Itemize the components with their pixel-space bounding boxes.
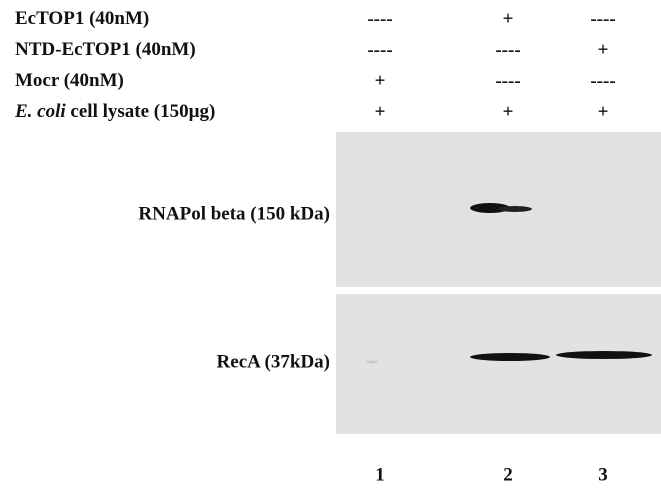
lane-sign: ---- bbox=[367, 39, 392, 60]
band bbox=[556, 351, 652, 359]
lane-sign: + bbox=[503, 8, 514, 29]
condition-label: EcTOP1 (40nM) bbox=[15, 8, 149, 29]
band bbox=[470, 353, 550, 361]
condition-label-italic: E. coli bbox=[14, 101, 66, 122]
condition-label-text: cell lysate (150µg) bbox=[66, 101, 216, 122]
condition-label: E. coli cell lysate (150µg) bbox=[14, 101, 215, 122]
lane-sign: + bbox=[598, 101, 609, 122]
band bbox=[498, 206, 532, 212]
blot-label: RecA (37kDa) bbox=[217, 351, 330, 372]
condition-label-text: EcTOP1 (40nM) bbox=[15, 8, 149, 29]
figure: EcTOP1 (40nM) ---- + ---- NTD-EcTOP1 (40nM) -… bbox=[0, 0, 661, 492]
condition-label-text: Mocr (40nM) bbox=[15, 70, 124, 91]
lane-number: 2 bbox=[503, 464, 513, 485]
lane-number: 3 bbox=[598, 464, 608, 485]
lane-sign: + bbox=[598, 39, 609, 60]
lane-sign: + bbox=[375, 70, 386, 91]
lane-sign: ---- bbox=[590, 70, 615, 91]
lane-sign: ---- bbox=[367, 8, 392, 29]
band bbox=[366, 361, 378, 364]
lane-sign: ---- bbox=[590, 8, 615, 29]
lane-number: 1 bbox=[375, 464, 385, 485]
condition-label: Mocr (40nM) bbox=[15, 70, 124, 91]
lane-sign: + bbox=[503, 101, 514, 122]
lane-sign: + bbox=[375, 101, 386, 122]
blot-panel bbox=[336, 294, 661, 434]
lane-sign: ---- bbox=[495, 39, 520, 60]
lane-sign: ---- bbox=[495, 70, 520, 91]
condition-label-text: NTD-EcTOP1 (40nM) bbox=[15, 39, 196, 60]
condition-label: NTD-EcTOP1 (40nM) bbox=[15, 39, 196, 60]
blot-label: RNAPol beta (150 kDa) bbox=[138, 203, 330, 224]
